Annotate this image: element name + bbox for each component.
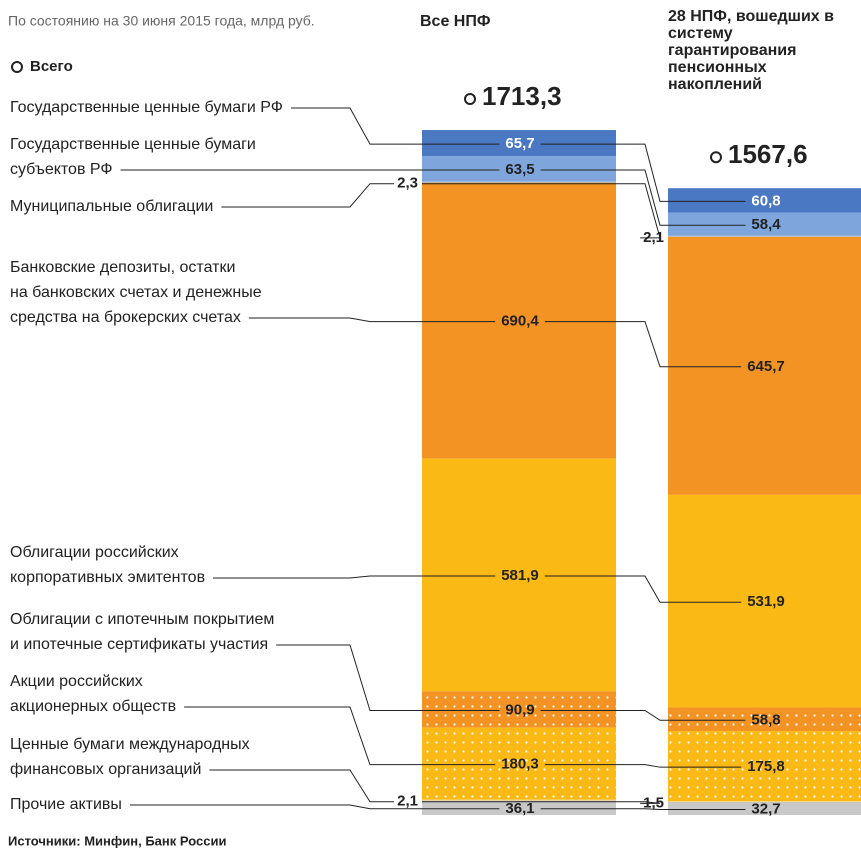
value-label: 58,8 (751, 711, 780, 728)
bar-segment (422, 691, 616, 728)
bar-segment (422, 182, 616, 459)
series-name: Все НПФ (420, 13, 491, 30)
bar-segment (422, 130, 616, 157)
value-label: 645,7 (747, 358, 785, 375)
legend-label: Всего (30, 58, 73, 75)
bar-segment (422, 799, 616, 801)
bar-segment (668, 801, 861, 815)
value-label: 531,9 (747, 593, 785, 610)
leader-line (540, 709, 746, 721)
value-label: 90,9 (505, 701, 534, 718)
value-label: 2,1 (643, 229, 664, 246)
bar-segment (668, 494, 861, 708)
leader-line (276, 644, 500, 711)
bar-segment (668, 212, 861, 236)
bar-segment (668, 235, 861, 237)
value-label: 65,7 (505, 135, 534, 152)
leader-line (544, 764, 742, 768)
subtitle: По состоянию на 30 июня 2015 года, млрд … (8, 13, 315, 29)
value-label: 32,7 (751, 800, 780, 817)
leader-line (544, 321, 742, 368)
bar-segment (668, 801, 861, 802)
bar-segment (422, 156, 616, 182)
bar-segment (422, 458, 616, 692)
bar-segment (422, 727, 616, 800)
total-label: 1567,6 (728, 139, 808, 169)
legend-marker (11, 61, 23, 73)
value-label: 2,1 (397, 793, 418, 810)
leader-line (129, 804, 500, 810)
value-label: 581,9 (501, 567, 539, 584)
value-label: 60,8 (751, 192, 780, 209)
series-name: 28 НПФ, вошедших в систему гарантировани… (668, 8, 834, 93)
leader-line (540, 169, 746, 226)
value-label: 63,5 (505, 161, 534, 178)
value-label: 2,3 (397, 175, 418, 192)
bar-segment (668, 731, 861, 802)
category-label: Прочие активы (10, 796, 122, 813)
category-label: Облигации российских (10, 544, 179, 561)
bar-segment (668, 236, 861, 495)
source: Источники: Минфин, Банк России (8, 833, 226, 848)
category-label: субъектов РФ (10, 161, 113, 178)
leader-line (422, 801, 661, 804)
leader-line (544, 575, 742, 603)
leader-line (221, 183, 395, 208)
bar-segment (422, 181, 616, 183)
total-marker (464, 93, 476, 106)
category-label: Государственные ценные бумаги РФ (10, 99, 283, 116)
value-label: 36,1 (505, 800, 534, 817)
category-label: средства на брокерских счетах (10, 309, 241, 326)
value-label: 58,4 (751, 216, 781, 233)
leader-line (540, 808, 746, 810)
bar-segment (668, 707, 861, 732)
leader-line (248, 317, 496, 323)
total-marker (710, 151, 722, 164)
category-label: на банковских счетах и денежные (10, 284, 262, 301)
category-label: финансовых организаций (10, 761, 201, 778)
value-label: 175,8 (747, 758, 785, 775)
leader-line (540, 143, 746, 202)
value-label: 180,3 (501, 756, 539, 773)
category-label: и ипотечные сертификаты участия (10, 636, 268, 653)
value-label: 690,4 (501, 313, 539, 330)
leader-line (213, 575, 496, 579)
leader-line (290, 107, 500, 145)
leader-line (184, 706, 496, 766)
bar-segment (422, 800, 616, 815)
category-label: Государственные ценные бумаги (10, 136, 256, 153)
category-label: Муниципальные облигации (10, 198, 213, 215)
category-label: Банковские депозиты, остатки (10, 259, 235, 276)
leader-line (209, 769, 395, 803)
category-label: корпоративных эмитентов (10, 569, 205, 586)
total-label: 1713,3 (482, 81, 562, 111)
category-label: Облигации с ипотечным покрытием (10, 611, 274, 628)
bar-segment (668, 188, 861, 213)
category-label: Акции российских (10, 673, 143, 690)
leader-line (422, 183, 661, 239)
category-label: Ценные бумаги международных (10, 736, 250, 753)
category-label: акционерных обществ (10, 698, 176, 715)
